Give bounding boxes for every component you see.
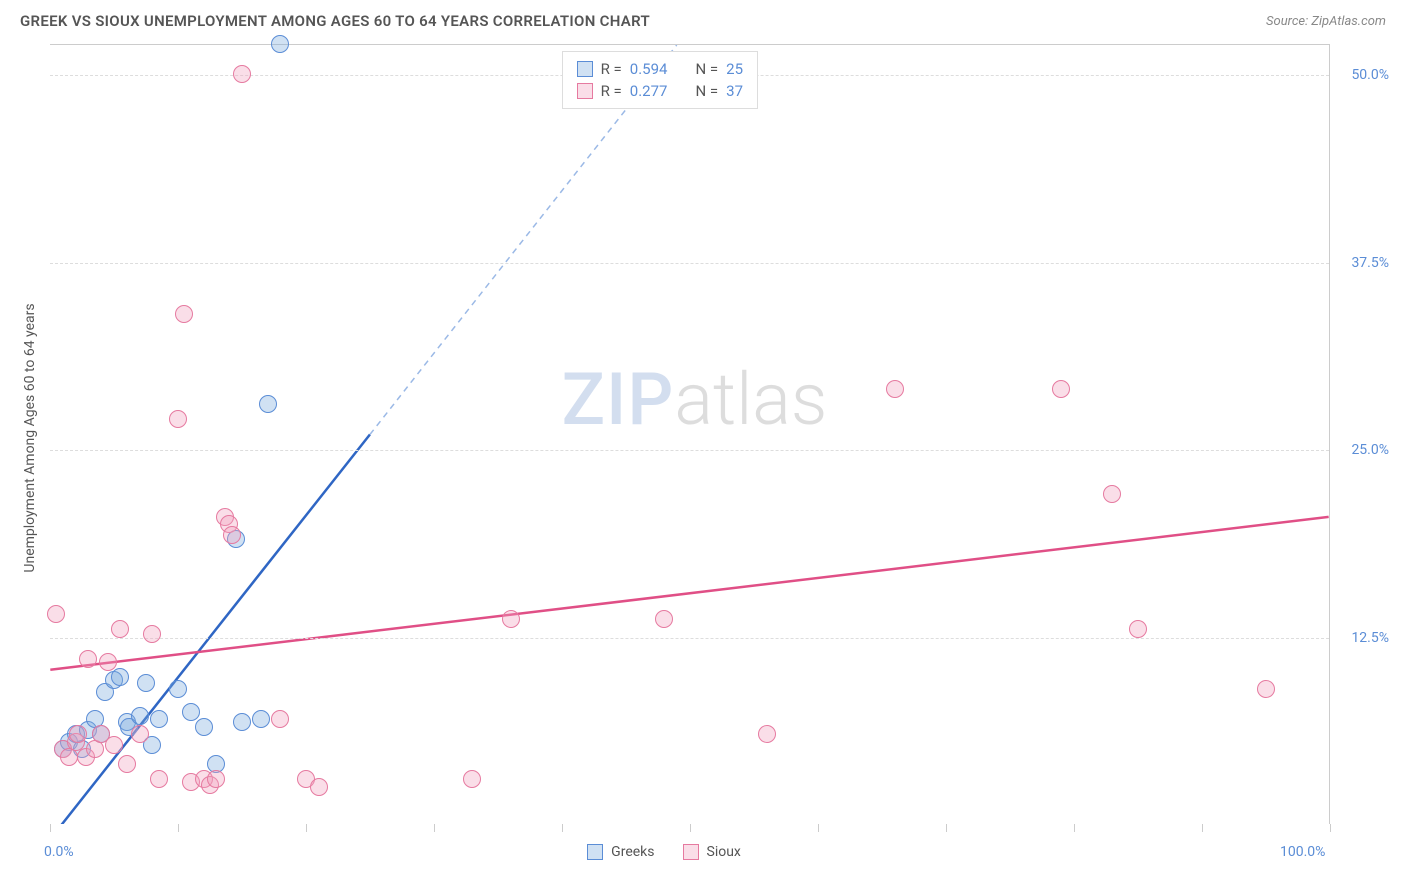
trendlines-layer	[50, 45, 1329, 824]
x-axis-label: 100.0%	[1280, 844, 1325, 860]
legend: Greeks Sioux	[587, 844, 741, 860]
x-tick	[50, 824, 51, 832]
y-tick-label: 50.0%	[1351, 67, 1389, 83]
data-point	[131, 707, 149, 725]
x-tick	[818, 824, 819, 832]
legend-item: Sioux	[683, 844, 741, 860]
legend-label: Sioux	[707, 844, 741, 860]
data-point	[195, 718, 213, 736]
data-point	[150, 770, 168, 788]
y-tick-label: 12.5%	[1351, 630, 1389, 646]
stats-row: R = 0.594 N = 25	[577, 58, 743, 80]
data-point	[118, 755, 136, 773]
y-axis-label: Unemployment Among Ages 60 to 64 years	[22, 288, 38, 588]
x-tick	[434, 824, 435, 832]
data-point	[182, 703, 200, 721]
stat-r-label: R =	[601, 60, 622, 78]
legend-swatch	[683, 844, 699, 860]
data-point	[143, 625, 161, 643]
x-tick	[946, 824, 947, 832]
gridline	[50, 263, 1329, 264]
data-point	[131, 725, 149, 743]
data-point	[886, 380, 904, 398]
stats-row: R = 0.277 N = 37	[577, 80, 743, 102]
data-point	[137, 674, 155, 692]
x-tick	[306, 824, 307, 832]
stat-n-value: 25	[726, 60, 743, 78]
data-point	[463, 770, 481, 788]
stat-r-value: 0.594	[630, 60, 668, 78]
legend-swatch	[577, 83, 593, 99]
watermark: ZIPatlas	[562, 357, 828, 442]
data-point	[207, 770, 225, 788]
stat-n-label: N =	[695, 82, 718, 100]
data-point	[169, 410, 187, 428]
chart-title: GREEK VS SIOUX UNEMPLOYMENT AMONG AGES 6…	[20, 12, 650, 30]
legend-label: Greeks	[611, 844, 654, 860]
plot-area: ZIPatlas 12.5%25.0%37.5%50.0%0.0%100.0%R…	[50, 44, 1330, 824]
watermark-atlas: atlas	[674, 357, 827, 442]
legend-swatch	[587, 844, 603, 860]
y-tick-label: 37.5%	[1351, 255, 1389, 271]
data-point	[252, 710, 270, 728]
legend-item: Greeks	[587, 844, 654, 860]
stat-r-label: R =	[601, 82, 622, 100]
data-point	[47, 605, 65, 623]
data-point	[169, 680, 187, 698]
watermark-zip: ZIP	[562, 357, 675, 442]
data-point	[69, 725, 87, 743]
data-point	[175, 305, 193, 323]
data-point	[111, 620, 129, 638]
x-axis-label: 0.0%	[44, 844, 74, 860]
x-tick	[1074, 824, 1075, 832]
data-point	[271, 35, 289, 53]
data-point	[655, 610, 673, 628]
data-point	[233, 65, 251, 83]
data-point	[1257, 680, 1275, 698]
data-point	[223, 526, 241, 544]
stat-n-value: 37	[726, 82, 743, 100]
x-tick	[178, 824, 179, 832]
source-attribution: Source: ZipAtlas.com	[1266, 14, 1386, 29]
x-tick	[562, 824, 563, 832]
x-tick	[1330, 824, 1331, 832]
data-point	[150, 710, 168, 728]
data-point	[1052, 380, 1070, 398]
data-point	[259, 395, 277, 413]
data-point	[310, 778, 328, 796]
data-point	[233, 713, 251, 731]
data-point	[79, 650, 97, 668]
gridline	[50, 450, 1329, 451]
data-point	[105, 736, 123, 754]
data-point	[111, 668, 129, 686]
data-point	[502, 610, 520, 628]
data-point	[99, 653, 117, 671]
y-tick-label: 25.0%	[1351, 442, 1389, 458]
data-point	[758, 725, 776, 743]
legend-swatch	[577, 61, 593, 77]
stat-n-label: N =	[695, 60, 718, 78]
data-point	[1103, 485, 1121, 503]
x-tick	[1202, 824, 1203, 832]
x-tick	[690, 824, 691, 832]
stats-box: R = 0.594 N = 25 R = 0.277 N = 37	[562, 51, 758, 109]
stat-r-value: 0.277	[630, 82, 668, 100]
data-point	[271, 710, 289, 728]
data-point	[1129, 620, 1147, 638]
